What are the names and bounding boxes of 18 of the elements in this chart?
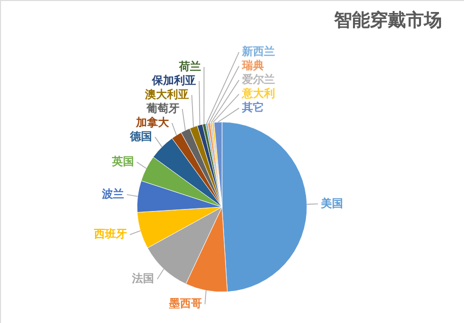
slice-label: 波兰 — [100, 188, 124, 201]
slice-label: 保加利亚 — [151, 74, 196, 87]
slice-label: 新西兰 — [241, 45, 275, 58]
slice-label: 法国 — [131, 272, 154, 286]
slice-label: 德国 — [128, 130, 152, 143]
slice-label: 英国 — [110, 155, 134, 168]
slice-label: 意大利 — [241, 87, 275, 100]
slice-label: 其它 — [241, 101, 264, 114]
slice-label: 瑞典 — [241, 59, 264, 72]
text: 智能穿戴市场 — [333, 10, 442, 31]
slice-label: 澳大利亚 — [144, 88, 189, 101]
slice-label: 墨西哥 — [168, 297, 202, 310]
slice-label: 美国 — [320, 196, 343, 210]
slice-label: 西班牙 — [92, 228, 127, 241]
slice-label: 荷兰 — [178, 60, 202, 73]
slice-label: 葡萄牙 — [145, 102, 180, 115]
slice-label: 加拿大 — [134, 116, 170, 129]
slice-label: 爱尔兰 — [241, 73, 275, 86]
